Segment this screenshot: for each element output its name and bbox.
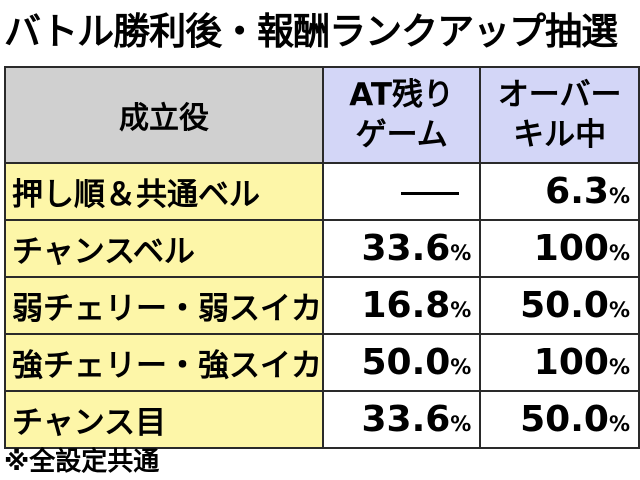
value-cell [321,162,482,221]
value-number: 33.6 [361,399,451,440]
value-cell: 100% [479,219,640,278]
value-cell: 33.6% [321,390,482,449]
value-number: 50.0 [520,399,609,440]
value-number: 6.3 [545,171,609,212]
row-label: 押し順＆共通ベル [4,162,324,221]
percent-unit: % [450,412,472,436]
header-label: 成立役 [4,66,324,164]
value-cell: 50.0% [479,276,640,335]
percent-unit: % [608,298,630,322]
percent-unit: % [450,355,472,379]
percent-unit: % [608,184,630,208]
table-row: 弱チェリー・弱スイカ 16.8% 50.0% [4,276,640,335]
header-overkill: オーバー キル中 [479,66,640,164]
row-label: チャンス目 [4,390,324,449]
header-overkill-line2: キル中 [513,117,607,153]
value-cell: 50.0% [321,333,482,392]
value-cell: 6.3% [479,162,640,221]
header-at-remaining: AT残り ゲーム [321,66,482,164]
value-cell: 100% [479,333,640,392]
header-at-remaining-line2: ゲーム [355,117,448,153]
page-title: バトル勝利後・報酬ランクアップ抽選 [4,10,618,53]
value-number: 100 [533,342,609,383]
table-row: チャンスベル 33.6% 100% [4,219,640,278]
table-row: チャンス目 33.6% 50.0% [4,390,640,449]
value-cell: 33.6% [321,219,482,278]
value-number: 50.0 [520,285,609,326]
footnote: ※全設定共通 [4,447,160,477]
value-number: 16.8 [361,285,451,326]
probability-table: 成立役 AT残り ゲーム オーバー キル中 押し順＆共通ベル 6.3% チャンス… [4,66,640,449]
percent-unit: % [608,241,630,265]
value-number: 50.0 [361,342,451,383]
value-cell: 16.8% [321,276,482,335]
row-label: 強チェリー・強スイカ [4,333,324,392]
row-label: チャンスベル [4,219,324,278]
row-label: 弱チェリー・弱スイカ [4,276,324,335]
table-row: 強チェリー・強スイカ 50.0% 100% [4,333,640,392]
header-at-remaining-line1: AT残り [349,77,455,113]
percent-unit: % [450,298,472,322]
table-header-row: 成立役 AT残り ゲーム オーバー キル中 [4,66,640,164]
value-number: 100 [533,228,609,269]
percent-unit: % [608,412,630,436]
header-overkill-line1: オーバー [497,77,622,113]
dash-mark [401,191,460,195]
percent-unit: % [608,355,630,379]
percent-unit: % [450,241,472,265]
value-cell: 50.0% [479,390,640,449]
table-row: 押し順＆共通ベル 6.3% [4,162,640,221]
value-number: 33.6 [361,228,451,269]
